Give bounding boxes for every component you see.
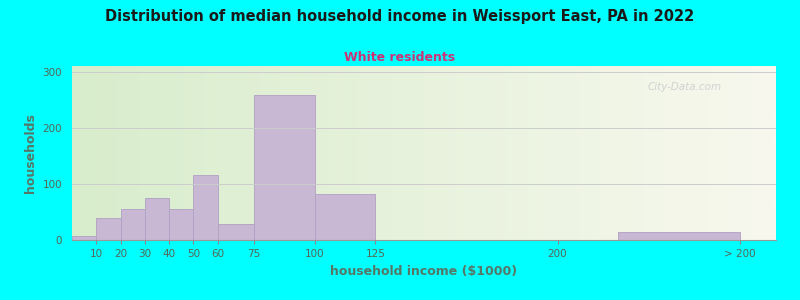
Text: White residents: White residents [345, 51, 455, 64]
Bar [72, 236, 96, 240]
Bar [218, 224, 254, 240]
Bar [618, 232, 739, 240]
Text: Distribution of median household income in Weissport East, PA in 2022: Distribution of median household income … [106, 9, 694, 24]
Bar [254, 95, 314, 240]
Y-axis label: households: households [24, 113, 37, 193]
Bar [145, 198, 169, 240]
Bar [121, 209, 145, 240]
Bar [169, 209, 194, 240]
Bar [194, 176, 218, 240]
X-axis label: household income ($1000): household income ($1000) [330, 265, 518, 278]
Bar [314, 194, 375, 240]
Bar [96, 218, 121, 240]
Text: City-Data.com: City-Data.com [647, 82, 722, 92]
